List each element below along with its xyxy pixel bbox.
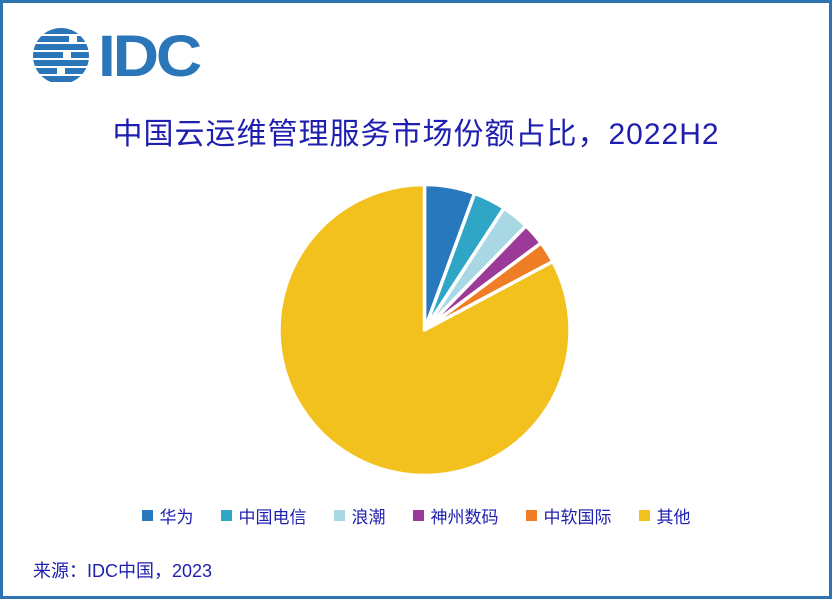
legend-item-0: 华为 [141, 503, 194, 528]
legend-swatch-icon [525, 510, 537, 521]
legend-swatch-icon [412, 510, 424, 521]
idc-logo-text: IDC [98, 22, 202, 90]
legend-swatch-icon [220, 510, 232, 521]
legend-item-5: 其他 [638, 503, 691, 528]
chart-legend: 华为 中国电信 浪潮 神州数码 中软国际 其他 [3, 503, 829, 528]
idc-logo: IDC [33, 22, 202, 90]
legend-item-1: 中国电信 [220, 503, 307, 528]
legend-swatch-icon [333, 510, 345, 521]
legend-item-2: 浪潮 [333, 503, 386, 528]
legend-item-3: 神州数码 [412, 503, 499, 528]
legend-swatch-icon [141, 510, 153, 521]
legend-label: 神州数码 [430, 508, 499, 527]
legend-label: 中软国际 [543, 508, 612, 527]
pie-slice-5 [277, 182, 572, 478]
legend-label: 其他 [656, 508, 691, 527]
legend-label: 中国电信 [238, 508, 307, 527]
source-note: 来源：IDC中国，2023 [33, 561, 213, 581]
legend-label: 浪潮 [351, 508, 386, 527]
chart-title: 中国云运维管理服务市场份额占比，2022H2 [112, 118, 720, 151]
idc-globe-icon [33, 28, 89, 82]
pie-chart [277, 182, 572, 478]
legend-label: 华为 [159, 508, 194, 527]
legend-swatch-icon [638, 510, 650, 521]
legend-item-4: 中软国际 [525, 503, 612, 528]
